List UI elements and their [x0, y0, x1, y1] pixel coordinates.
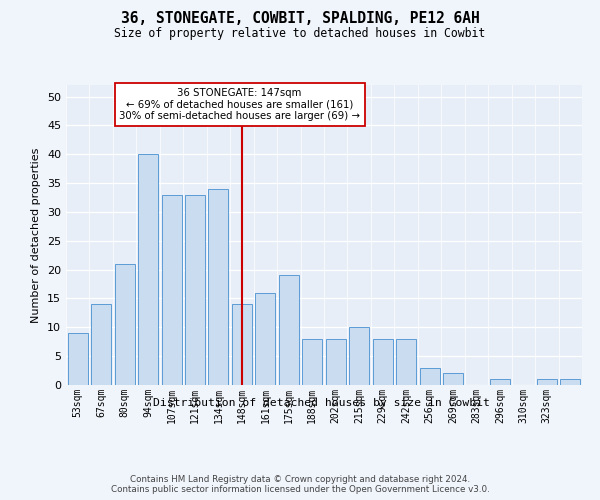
Y-axis label: Number of detached properties: Number of detached properties — [31, 148, 41, 322]
Bar — [208, 189, 229, 385]
Bar — [349, 328, 369, 385]
Text: Size of property relative to detached houses in Cowbit: Size of property relative to detached ho… — [115, 27, 485, 40]
Bar — [279, 276, 299, 385]
Bar — [326, 339, 346, 385]
Text: Distribution of detached houses by size in Cowbit: Distribution of detached houses by size … — [152, 398, 490, 407]
Text: 36 STONEGATE: 147sqm
← 69% of detached houses are smaller (161)
30% of semi-deta: 36 STONEGATE: 147sqm ← 69% of detached h… — [119, 88, 360, 121]
Bar — [185, 194, 205, 385]
Bar — [537, 379, 557, 385]
Bar — [560, 379, 580, 385]
Text: 36, STONEGATE, COWBIT, SPALDING, PE12 6AH: 36, STONEGATE, COWBIT, SPALDING, PE12 6A… — [121, 11, 479, 26]
Bar — [138, 154, 158, 385]
Bar — [373, 339, 392, 385]
Bar — [68, 333, 88, 385]
Bar — [91, 304, 111, 385]
Bar — [115, 264, 134, 385]
Bar — [161, 194, 182, 385]
Bar — [232, 304, 252, 385]
Bar — [302, 339, 322, 385]
Bar — [256, 292, 275, 385]
Bar — [443, 374, 463, 385]
Bar — [419, 368, 440, 385]
Bar — [396, 339, 416, 385]
Bar — [490, 379, 510, 385]
Text: Contains HM Land Registry data © Crown copyright and database right 2024.
Contai: Contains HM Land Registry data © Crown c… — [110, 474, 490, 494]
